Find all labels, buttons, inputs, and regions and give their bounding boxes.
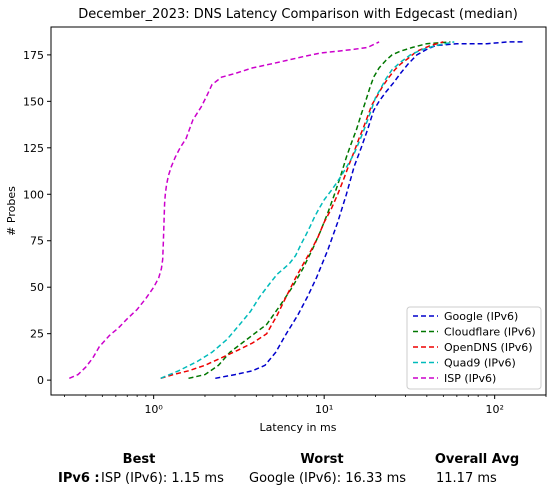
y-axis-ticks: 0 25 50 75 100 125 150 175 xyxy=(23,49,51,387)
legend: Google (IPv6) Cloudflare (IPv6) OpenDNS (I… xyxy=(406,306,542,390)
summary-header-avg: Overall Avg xyxy=(434,452,520,467)
x-axis-ticks: 10⁰ 10¹ 10² xyxy=(64,395,547,416)
y-axis-label: # Probes xyxy=(5,186,18,236)
summary-best-value: ISP (IPv6): 1.15 ms xyxy=(101,471,224,486)
series-line-cloudflare-ipv6 xyxy=(188,41,451,380)
series-line-quad9-ipv6 xyxy=(160,41,455,379)
y-tick-label: 100 xyxy=(23,188,44,201)
summary-header-best: Best xyxy=(122,452,156,467)
x-tick-label: 10² xyxy=(485,403,503,416)
x-tick-label: 10¹ xyxy=(315,403,333,416)
chart-title: December_2023: DNS Latency Comparison wi… xyxy=(78,7,518,22)
y-tick-label: 125 xyxy=(23,142,44,155)
y-tick-label: 50 xyxy=(30,281,44,294)
summary-header-worst: Worst xyxy=(300,452,344,467)
summary-row-label: IPv6 : xyxy=(58,471,100,486)
series-line-opendns-ipv6 xyxy=(160,41,444,380)
plot-area xyxy=(50,26,547,396)
y-tick-label: 75 xyxy=(30,235,44,248)
x-axis-label: Latency in ms xyxy=(260,421,337,434)
summary-avg-value: 11.17 ms xyxy=(436,471,497,486)
legend-label: Google (IPv6) xyxy=(444,310,518,323)
y-tick-label: 25 xyxy=(30,328,44,341)
legend-label: ISP (IPv6) xyxy=(444,372,496,385)
series-lines xyxy=(69,41,525,380)
legend-label: OpenDNS (IPv6) xyxy=(444,341,533,354)
latency-chart: December_2023: DNS Latency Comparison wi… xyxy=(5,7,547,434)
y-tick-label: 150 xyxy=(23,95,44,108)
y-tick-label: 0 xyxy=(37,374,44,387)
legend-label: Quad9 (IPv6) xyxy=(444,357,516,370)
legend-label: Cloudflare (IPv6) xyxy=(444,326,536,339)
series-line-isp-ipv6 xyxy=(69,41,380,379)
summary-worst-value: Google (IPv6): 16.33 ms xyxy=(249,471,407,486)
x-tick-label: 10⁰ xyxy=(144,403,163,416)
y-tick-label: 175 xyxy=(23,49,44,62)
